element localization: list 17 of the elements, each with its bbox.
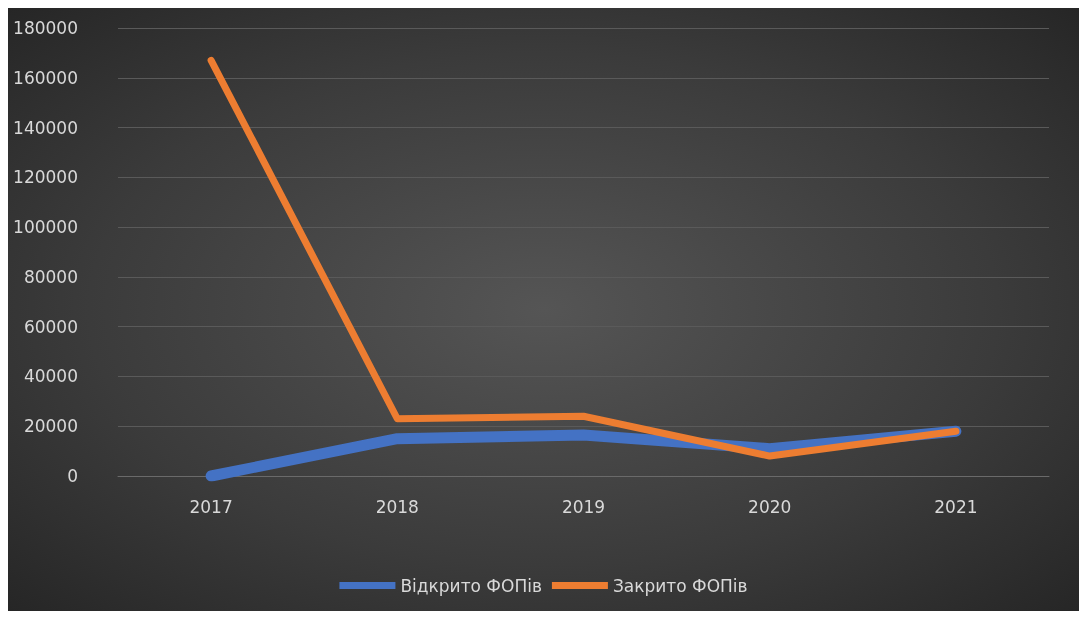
x-tick-label: 2019	[561, 496, 606, 517]
y-tick-label: 0	[67, 466, 78, 486]
y-tick-label: 160000	[13, 67, 78, 88]
y-tick-label: 40000	[23, 366, 78, 387]
y-tick-label: 140000	[13, 117, 78, 138]
y-tick-label: 20000	[23, 416, 78, 437]
y-tick-label: 120000	[13, 167, 78, 188]
x-tick-label: 2018	[375, 496, 419, 517]
x-tick-label: 2017	[189, 496, 233, 517]
x-tick-label: 2020	[748, 496, 792, 517]
legend-label: Закрито ФОПів	[612, 575, 748, 596]
y-tick-label: 180000	[13, 18, 78, 38]
y-tick-label: 80000	[23, 266, 78, 287]
x-tick-label: 2021	[934, 496, 978, 517]
y-tick-label: 100000	[13, 217, 78, 238]
y-tick-label: 60000	[23, 316, 78, 337]
legend-label: Відкрито ФОПів	[400, 575, 542, 596]
